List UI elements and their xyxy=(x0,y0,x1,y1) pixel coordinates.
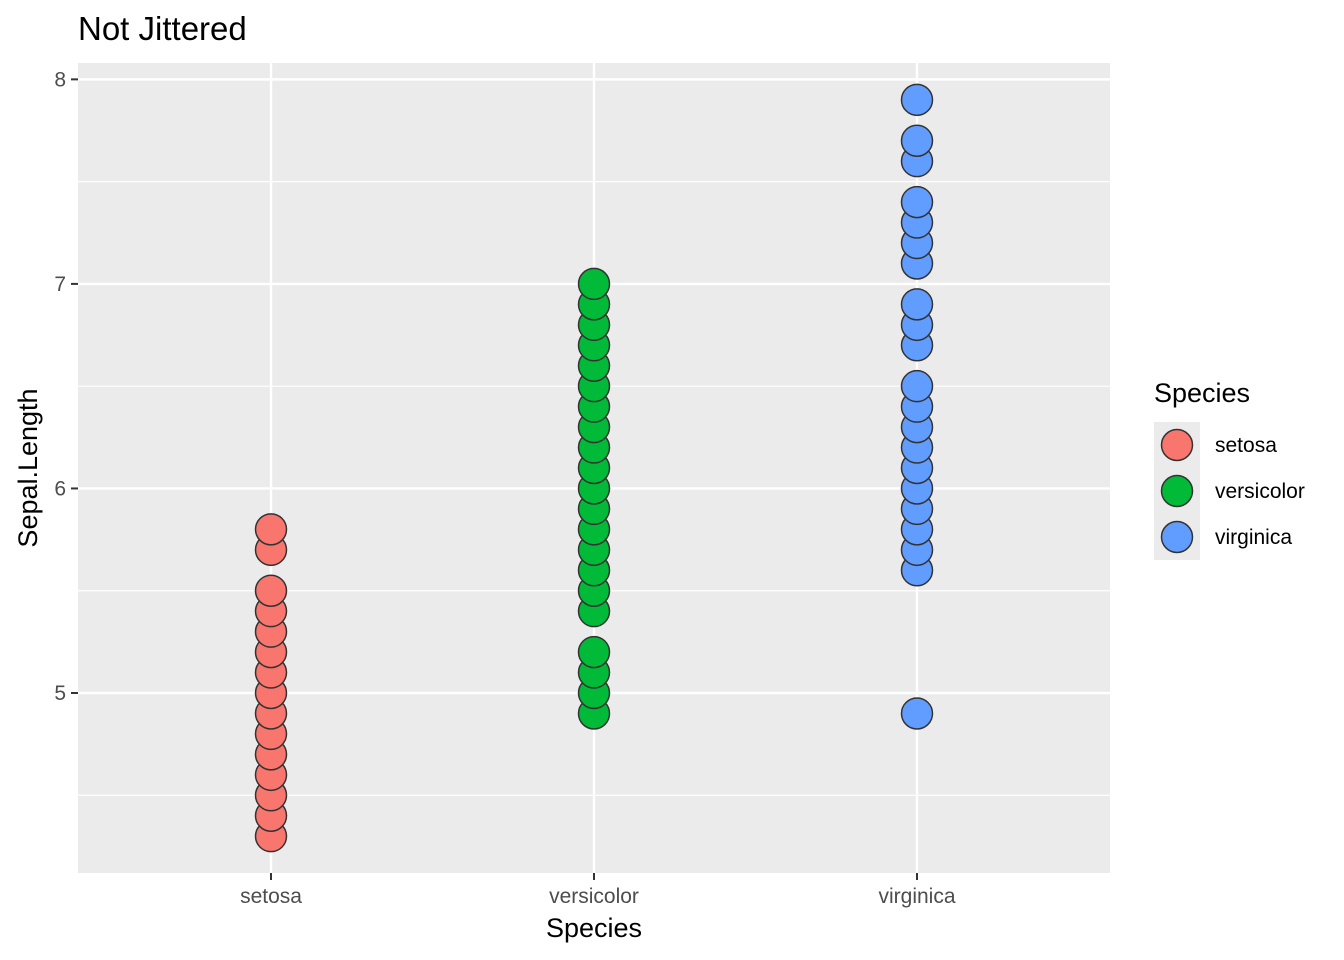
data-point-virginica xyxy=(900,124,934,157)
y-tick-label: 5 xyxy=(54,682,66,705)
y-tick-label: 8 xyxy=(54,68,66,91)
data-point-setosa xyxy=(254,574,288,607)
data-point-virginica xyxy=(900,288,934,321)
legend-label-versicolor: versicolor xyxy=(1215,480,1305,503)
x-axis: setosa versicolor virginica xyxy=(240,873,956,908)
data-point-virginica xyxy=(900,369,934,403)
x-tick-label: setosa xyxy=(240,885,302,908)
legend-key-virginica xyxy=(1160,520,1194,554)
x-axis-title: Species xyxy=(546,913,642,943)
data-points xyxy=(254,83,934,853)
legend-label-setosa: setosa xyxy=(1215,434,1277,457)
y-tick-label: 6 xyxy=(54,477,66,500)
data-point-virginica xyxy=(900,83,934,117)
data-point-virginica xyxy=(900,697,934,730)
legend-title: Species xyxy=(1154,378,1250,408)
data-point-versicolor xyxy=(577,267,611,301)
legend-key-versicolor xyxy=(1160,474,1194,508)
legend: Species setosa versicolor virginica xyxy=(1154,378,1305,560)
x-tick-label: virginica xyxy=(878,885,955,908)
data-point-versicolor xyxy=(577,635,611,669)
legend-label-virginica: virginica xyxy=(1215,526,1292,549)
y-tick-label: 7 xyxy=(54,273,66,296)
data-point-setosa xyxy=(254,513,288,546)
y-axis: 5 6 7 8 xyxy=(54,68,78,705)
data-point-virginica xyxy=(900,185,934,219)
legend-key-setosa xyxy=(1160,428,1194,462)
x-tick-label: versicolor xyxy=(549,885,639,908)
chart-title: Not Jittered xyxy=(78,10,247,47)
y-axis-title: Sepal.Length xyxy=(13,388,43,547)
